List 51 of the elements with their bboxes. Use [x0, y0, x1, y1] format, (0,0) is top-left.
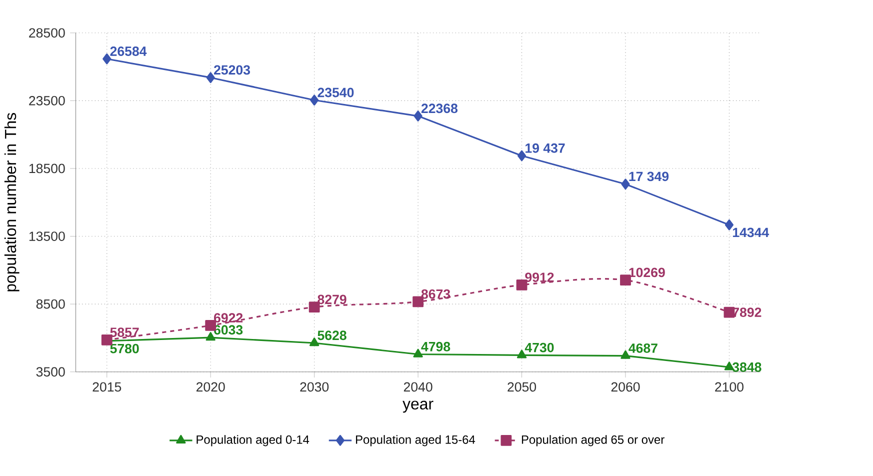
data-label: 9912 — [525, 272, 554, 282]
point — [724, 220, 734, 231]
point — [310, 94, 319, 106]
data-label: 7892 — [732, 308, 762, 318]
point — [621, 178, 630, 190]
data-label: 6922 — [214, 313, 243, 323]
x-tick-label: 2100 — [715, 382, 744, 392]
data-label: 5628 — [318, 330, 346, 340]
point — [620, 274, 631, 286]
x-tick-label: 2020 — [196, 382, 225, 392]
point — [517, 150, 526, 162]
point — [206, 72, 215, 84]
data-label: 3848 — [732, 362, 762, 372]
data-label: 4730 — [524, 343, 554, 352]
x-tick-label: 2040 — [404, 382, 432, 392]
data-label: 4798 — [421, 342, 450, 352]
data-label: 5780 — [110, 344, 139, 354]
y-tick-label: 13500 — [29, 232, 65, 242]
point — [413, 349, 423, 358]
x-tick-label: 2030 — [300, 382, 329, 392]
y-tick-label: 23500 — [29, 96, 65, 106]
data-label: 17 349 — [629, 172, 669, 182]
data-label: 10269 — [629, 268, 665, 278]
y-tick-label: 18500 — [29, 164, 65, 174]
y-tick-label: 3500 — [36, 367, 65, 377]
data-label: 25203 — [214, 65, 250, 75]
data-label: 23540 — [318, 88, 354, 98]
y-tick-label: 28500 — [29, 28, 65, 38]
legend-label: Population aged 65 or over — [522, 435, 664, 446]
point — [206, 332, 216, 341]
data-label: 19 437 — [526, 144, 565, 154]
x-tick-label: 2015 — [92, 382, 122, 392]
point — [724, 307, 735, 318]
point — [620, 350, 630, 360]
data-label: 4687 — [628, 344, 658, 354]
x-tick-label: 2050 — [508, 382, 536, 392]
x-tick-label: 2060 — [611, 382, 640, 392]
legend-label: Population aged 0-14 — [196, 435, 310, 446]
data-label: 8279 — [318, 294, 346, 304]
legend-label: Population aged 15-64 — [356, 435, 476, 446]
data-label: 5857 — [110, 328, 139, 338]
data-label: 26584 — [110, 46, 147, 56]
x-axis-title: year — [402, 400, 434, 413]
data-label: 8673 — [421, 290, 450, 300]
data-label: 14344 — [732, 228, 770, 238]
y-axis-title: population number in Ths — [4, 113, 20, 292]
point — [102, 54, 112, 65]
point — [309, 338, 320, 346]
point — [414, 110, 422, 122]
y-tick-label: 8500 — [36, 300, 65, 309]
data-label: 22368 — [421, 104, 458, 114]
